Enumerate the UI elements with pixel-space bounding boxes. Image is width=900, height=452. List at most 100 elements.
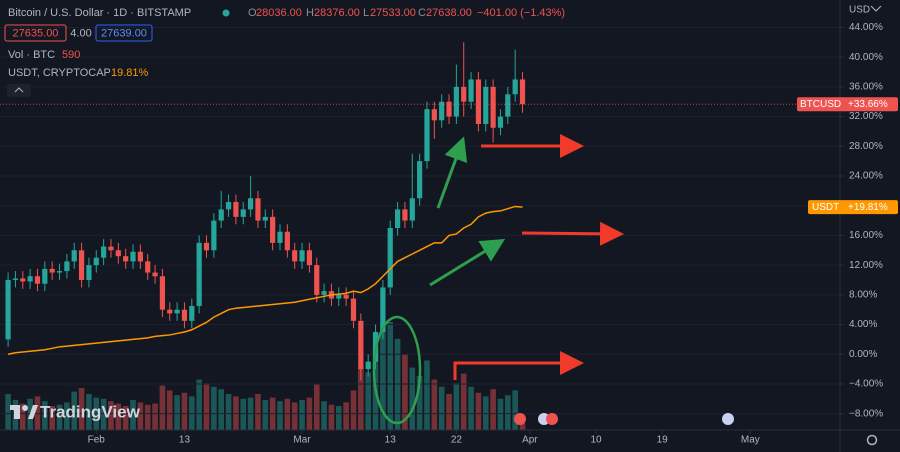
volume-bar: [431, 379, 438, 430]
volume-bar: [284, 398, 291, 430]
logo-part: [28, 405, 38, 419]
unit-menu-icon: [870, 5, 882, 12]
volume-bar: [42, 401, 48, 430]
candle-body: [380, 287, 386, 332]
volume-bar: [416, 376, 423, 430]
event-flag[interactable]: [722, 413, 734, 425]
candle-body: [299, 250, 305, 262]
candle-body: [101, 246, 107, 258]
bid-price[interactable]: 27635.00: [13, 27, 59, 39]
volume-bar: [291, 402, 298, 430]
y-tick-label: 32.00%: [849, 111, 883, 122]
ohlc-value: 28376.00: [314, 7, 360, 19]
candle-body: [137, 251, 143, 262]
price-tag-name: USDT: [812, 202, 839, 213]
settings-icon[interactable]: [866, 434, 878, 446]
ask-price[interactable]: 27639.00: [101, 27, 147, 39]
candle-body: [108, 246, 114, 251]
volume-bar: [71, 391, 78, 430]
candle-body: [78, 250, 85, 280]
plot-layer: [0, 42, 840, 381]
event-flag[interactable]: [546, 413, 558, 425]
candle-body: [130, 251, 136, 262]
candle-body: [211, 220, 217, 251]
volume-bar: [86, 394, 92, 430]
candle-body: [233, 202, 239, 217]
event-flag[interactable]: [514, 413, 526, 425]
compare-legend: USDT, CRYPTOCAP: [8, 67, 111, 79]
candle-body: [71, 250, 77, 262]
x-tick-label: 13: [179, 435, 191, 446]
volume-bar: [321, 401, 327, 430]
candle-body: [387, 227, 393, 288]
y-tick-label: −4.00%: [849, 379, 883, 390]
logo-part: [14, 405, 20, 419]
candle-body: [358, 320, 364, 370]
price-change: −401.00 (−1.43%): [477, 7, 565, 19]
market-status: [222, 9, 230, 17]
volume-bar: [240, 398, 247, 430]
candle-body: [181, 309, 188, 321]
volume-bar: [453, 383, 460, 430]
candle-body: [453, 86, 459, 117]
collapse-button[interactable]: [7, 84, 31, 97]
x-tick-label: 22: [451, 435, 463, 446]
x-tick-label: Feb: [88, 435, 106, 446]
volume-bar: [335, 406, 342, 430]
sell-button[interactable]: [4, 24, 67, 42]
candle-body: [93, 257, 99, 266]
price-tag-name: BTCUSD: [800, 99, 841, 110]
y-tick-label: 4.00%: [849, 319, 877, 330]
volume-bar: [343, 402, 349, 430]
ohlc-value: 28036.00: [256, 7, 302, 19]
candle-body: [159, 276, 166, 310]
candle-body: [174, 309, 180, 314]
candle-body: [34, 276, 41, 284]
arrow: [436, 136, 468, 209]
grid-layer: [0, 26, 844, 434]
volume-legend-value: 590: [62, 49, 80, 61]
volume-bar: [64, 402, 70, 430]
candle-body: [277, 231, 283, 243]
candle-body: [475, 79, 482, 125]
candle-body: [350, 298, 357, 321]
volume-bar: [277, 401, 283, 430]
volume-bar: [505, 395, 511, 430]
volume-bar: [137, 402, 144, 430]
ohlc-key: H: [306, 7, 314, 19]
candle-body: [167, 309, 173, 314]
volume-bar: [446, 394, 452, 430]
volume-bar: [181, 392, 188, 430]
arrow: [429, 238, 506, 287]
candle-body: [417, 161, 423, 199]
volume-bar: [159, 385, 166, 430]
candle-body: [123, 256, 129, 262]
candle-body: [490, 86, 496, 128]
volume-bar: [402, 354, 408, 430]
axis-unit[interactable]: USD: [849, 5, 870, 16]
ohlc-value: 27638.00: [426, 7, 472, 19]
volume-bar: [490, 389, 496, 430]
volume-bar: [262, 400, 269, 430]
compare-line: [7, 205, 523, 355]
symbol-title[interactable]: Bitcoin / U.S. Dollar · 1D · BITSTAMP: [8, 7, 191, 19]
y-tick-label: 44.00%: [849, 22, 883, 33]
volume-legend: Vol · BTC: [8, 49, 55, 61]
candle-body: [189, 305, 195, 321]
candle-body: [402, 209, 408, 221]
volume-bar: [365, 372, 371, 430]
volume-bar: [115, 403, 122, 430]
candle-body: [255, 198, 261, 221]
arrow: [453, 351, 584, 380]
volume-bar: [328, 404, 335, 430]
volume-bar: [100, 398, 107, 430]
candle-body: [336, 294, 342, 299]
volume-bar: [203, 383, 210, 430]
candle-body: [461, 86, 467, 102]
buy-button[interactable]: [95, 24, 153, 42]
x-tick-label: Apr: [522, 435, 538, 446]
price-tag-value: +19.81%: [848, 202, 888, 213]
volume-bar: [49, 406, 55, 430]
candle-body: [86, 265, 92, 280]
